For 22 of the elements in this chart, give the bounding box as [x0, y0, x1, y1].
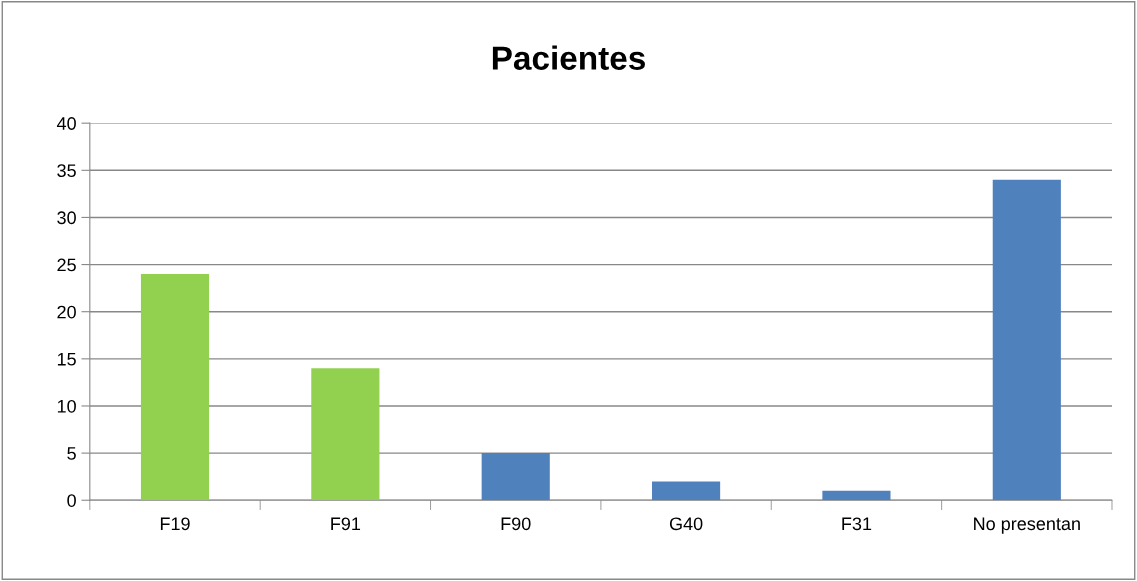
chart-title: Pacientes — [492, 45, 645, 70]
x-tick-label: F31 — [842, 517, 872, 531]
x-tick-label: No presentan — [974, 517, 1080, 534]
y-tick-label: 5 — [67, 447, 76, 460]
y-tick-label: 20 — [57, 305, 76, 319]
y-tick-label: 15 — [57, 352, 76, 366]
bar — [481, 453, 550, 501]
x-tick-label: F90 — [501, 517, 531, 531]
bar — [992, 179, 1061, 501]
x-tick-label: F91 — [331, 517, 361, 531]
y-tick-label: 25 — [57, 258, 76, 272]
y-tick-label: 0 — [67, 494, 76, 507]
x-tick-label: G40 — [669, 517, 703, 531]
bar — [652, 481, 721, 501]
bar — [140, 274, 210, 501]
y-tick-label: 10 — [57, 399, 76, 413]
bar — [822, 490, 891, 501]
bar — [311, 368, 380, 501]
x-tick-label: F19 — [160, 517, 190, 531]
y-tick-label: 35 — [57, 164, 76, 178]
y-tick-label: 40 — [56, 117, 76, 130]
y-tick-label: 30 — [57, 211, 76, 225]
